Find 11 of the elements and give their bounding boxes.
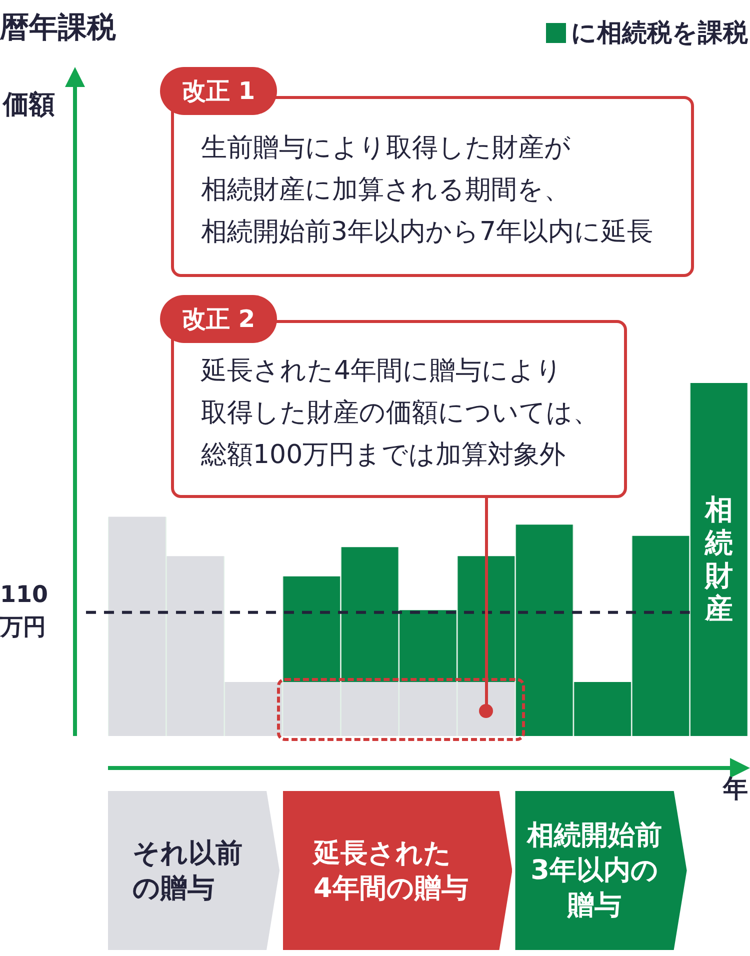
legend-label: に相続税を課税: [571, 17, 748, 49]
annotation: 延長された4年間に贈与により取得した財産の価額については、総額100万円までは加算対象外: [201, 355, 599, 472]
chart-title: 暦年課税: [0, 9, 117, 46]
data-label: 相続財産: [703, 493, 734, 626]
x-axis-title: 年: [723, 773, 748, 805]
y-tick-label: 110万円: [0, 582, 48, 641]
text: それ以前の贈与: [132, 836, 242, 906]
text: 延長された4年間の贈与: [313, 836, 468, 906]
text: 相続開始前3年以内の贈与: [527, 819, 662, 923]
annotation: 生前贈与により取得した財産が相続財産に加算される期間を、相続開始前3年以内から7年以内に延長: [201, 132, 654, 249]
y-axis-title: 価額: [2, 89, 56, 122]
